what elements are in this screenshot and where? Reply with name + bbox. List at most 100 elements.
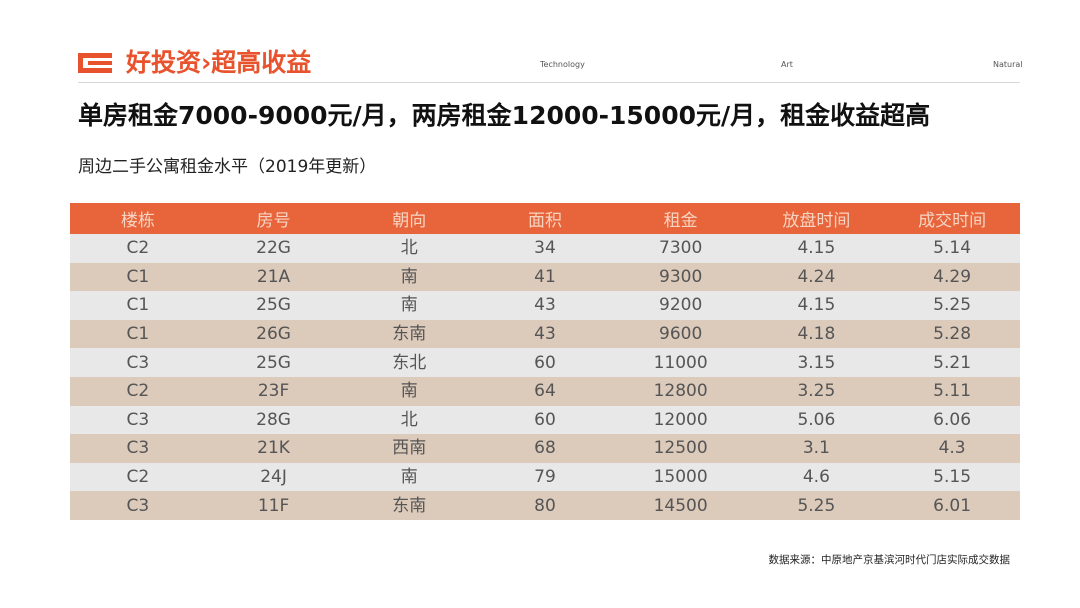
table-cell: 12800 [612,376,749,406]
brand-title: 好投资›超高收益 [126,48,312,77]
table-cell: C1 [70,291,206,320]
table-cell: 5.21 [884,348,1020,377]
table-cell: 25G [205,348,342,377]
table-cell: 11000 [612,348,749,377]
table-cell: C2 [70,376,206,406]
table-cell: 21K [205,434,342,463]
subtitle: 周边二手公寓租金水平（2019年更新） [78,157,377,177]
table-cell: 14500 [612,491,749,520]
table-cell: 60 [477,348,613,377]
table-cell: 68 [477,434,613,463]
column-header: 楼栋 [70,203,206,234]
table-cell: 3.15 [748,348,885,377]
table-cell: 东北 [341,348,478,377]
table-row: C1 21A 南 41 9300 4.24 4.29 [70,262,1020,292]
table-cell: 7300 [612,234,749,263]
table-cell: 南 [341,376,478,406]
table-cell: 4.18 [748,319,885,349]
table-row: C3 25G 东北 60 11000 3.15 5.21 [70,348,1020,377]
table-row: C3 28G 北 60 12000 5.06 6.06 [70,405,1020,435]
table-cell: 23F [205,376,342,406]
table-cell: 12000 [612,405,749,435]
table-cell: 9200 [612,291,749,320]
table-cell: 4.15 [748,234,885,263]
table-cell: 南 [341,262,478,292]
table-cell: 43 [477,291,613,320]
table-cell: 5.06 [748,405,885,435]
table-cell: 43 [477,319,613,349]
column-header: 朝向 [341,203,478,234]
table-cell: 60 [477,405,613,435]
table-cell: 4.6 [748,462,885,492]
table-cell: 4.15 [748,291,885,320]
table-row: C1 26G 东南 43 9600 4.18 5.28 [70,319,1020,349]
table-cell: 11F [205,491,342,520]
table-row: C3 21K 西南 68 12500 3.1 4.3 [70,434,1020,463]
table-cell: 4.3 [884,434,1020,463]
table-cell: 6.01 [884,491,1020,520]
table-cell: 22G [205,234,342,263]
table-cell: C3 [70,405,206,435]
table-cell: 5.28 [884,319,1020,349]
table-cell: 15000 [612,462,749,492]
table-cell: 3.25 [748,376,885,406]
column-header: 放盘时间 [748,203,885,234]
table-cell: 西南 [341,434,478,463]
table-cell: 26G [205,319,342,349]
source-note: 数据来源：中原地产京基滨河时代门店实际成交数据 [768,554,1011,566]
table-cell: C2 [70,462,206,492]
table-cell: 34 [477,234,613,263]
table-cell: 5.11 [884,376,1020,406]
table-cell: C1 [70,319,206,349]
table-cell: 25G [205,291,342,320]
table-cell: 东南 [341,319,478,349]
column-header: 租金 [612,203,749,234]
table-cell: 4.24 [748,262,885,292]
table-row: C2 23F 南 64 12800 3.25 5.11 [70,376,1020,406]
table-cell: C3 [70,434,206,463]
table-cell: 80 [477,491,613,520]
table-row: C3 11F 东南 80 14500 5.25 6.01 [70,491,1020,520]
table-cell: C1 [70,262,206,292]
table-cell: 5.15 [884,462,1020,492]
table-cell: C3 [70,491,206,520]
rent-table: 楼栋 房号 朝向 面积 租金 放盘时间 成交时间 C2 22G 北 34 7300 4.1… [70,203,1020,520]
nav-art: Art [781,60,793,69]
column-header: 房号 [205,203,342,234]
table-cell: 6.06 [884,405,1020,435]
table-row: C2 22G 北 34 7300 4.15 5.14 [70,234,1020,263]
table-cell: C3 [70,348,206,377]
table-cell: 3.1 [748,434,885,463]
table-cell: 5.14 [884,234,1020,263]
table-cell: 21A [205,262,342,292]
table-cell: 北 [341,405,478,435]
table-row: C2 24J 南 79 15000 4.6 5.15 [70,462,1020,492]
table-cell: 北 [341,234,478,263]
table-cell: 9600 [612,319,749,349]
table-cell: C2 [70,234,206,263]
table-cell: 79 [477,462,613,492]
table-row: C1 25G 南 43 9200 4.15 5.25 [70,291,1020,320]
headline: 单房租金7000-9000元/月，两房租金12000-15000元/月，租金收益… [78,101,931,130]
table-cell: 5.25 [884,291,1020,320]
table-cell: 64 [477,376,613,406]
table-cell: 24J [205,462,342,492]
table-cell: 东南 [341,491,478,520]
nav-technology: Technology [540,60,585,69]
header: 好投资›超高收益 Technology Art Natural [78,44,1023,84]
column-header: 成交时间 [884,203,1020,234]
table-cell: 28G [205,405,342,435]
table-cell: 4.29 [884,262,1020,292]
brand-logo-icon [78,53,112,73]
column-header: 面积 [477,203,613,234]
table-cell: 5.25 [748,491,885,520]
table-body: C2 22G 北 34 7300 4.15 5.14 C1 21A 南 41 9300 4.24 4.29… [70,234,1020,520]
table-header-row: 楼栋 房号 朝向 面积 租金 放盘时间 成交时间 [70,203,1020,234]
header-divider [78,82,1020,83]
table-cell: 12500 [612,434,749,463]
nav-natural: Natural [993,60,1023,69]
table-cell: 41 [477,262,613,292]
table-cell: 9300 [612,262,749,292]
table-cell: 南 [341,462,478,492]
table-cell: 南 [341,291,478,320]
